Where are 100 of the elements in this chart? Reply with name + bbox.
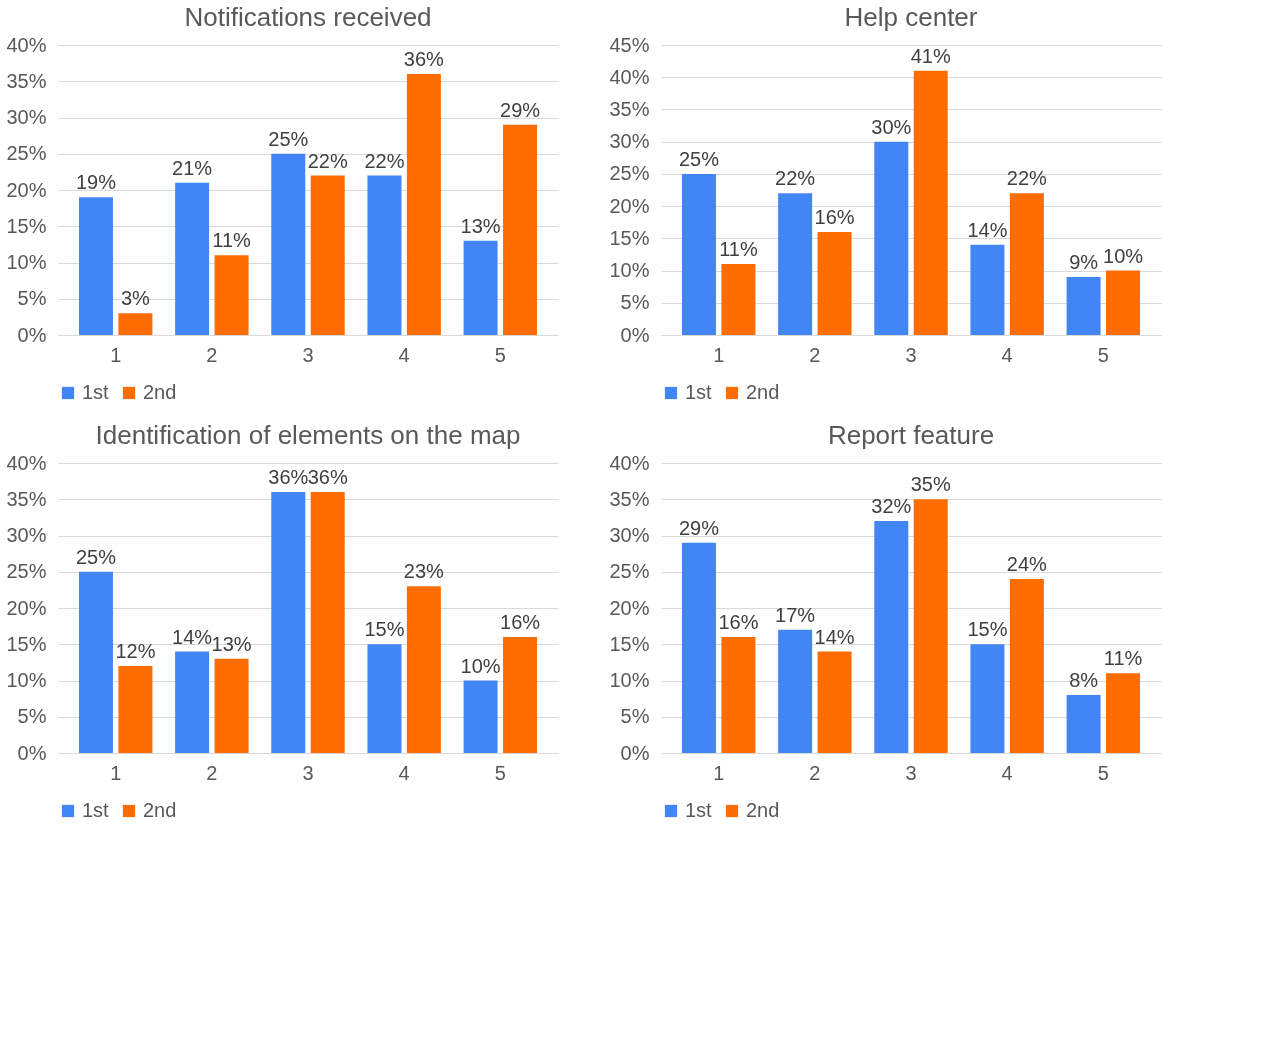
x-tick-label: 1 — [110, 761, 122, 784]
chart-title: Help center — [844, 2, 978, 32]
y-tick-label: 15% — [609, 226, 650, 249]
legend-label: 1st — [82, 381, 110, 403]
x-tick-label: 3 — [302, 343, 314, 366]
x-tick-label: 2 — [809, 761, 821, 784]
y-tick-label: 15% — [609, 632, 650, 655]
x-tick-label: 2 — [809, 343, 821, 366]
data-label: 36% — [403, 48, 445, 70]
bar — [721, 637, 756, 753]
y-tick-label: 0% — [620, 741, 650, 764]
bar — [310, 492, 345, 753]
y-tick-label: 45% — [609, 33, 650, 56]
bar — [1106, 270, 1141, 335]
bar — [367, 644, 402, 753]
y-tick-label: 5% — [620, 291, 650, 314]
y-tick-label: 5% — [620, 705, 650, 728]
bar — [310, 175, 345, 335]
y-tick-label: 40% — [609, 65, 650, 88]
data-label: 24% — [1006, 553, 1048, 575]
bar — [78, 571, 113, 753]
data-label: 22% — [307, 149, 348, 172]
data-label: 36% — [268, 466, 309, 488]
data-label: 10% — [460, 654, 501, 677]
x-tick-label: 5 — [494, 343, 506, 366]
y-tick-label: 10% — [6, 251, 47, 273]
data-label: 19% — [75, 171, 117, 194]
y-tick-label: 25% — [6, 142, 47, 165]
y-tick-label: 0% — [620, 323, 650, 346]
bar — [271, 492, 306, 753]
y-tick-label: 30% — [6, 106, 47, 128]
bar — [970, 244, 1005, 335]
y-tick-label: 20% — [609, 596, 650, 619]
data-label: 10% — [1103, 244, 1144, 267]
data-label: 25% — [268, 127, 309, 150]
y-tick-label: 15% — [6, 214, 47, 237]
y-tick-label: 35% — [6, 487, 47, 510]
y-tick-label: 10% — [609, 259, 650, 282]
bar — [721, 264, 756, 335]
y-tick-label: 35% — [6, 69, 47, 92]
y-tick-label: 20% — [6, 596, 47, 619]
data-label: 23% — [403, 560, 445, 583]
chart-title: Report feature — [827, 420, 995, 450]
y-tick-label: 30% — [609, 130, 650, 153]
data-label: 13% — [211, 632, 252, 655]
bar — [175, 651, 210, 753]
bar — [1009, 579, 1044, 753]
data-label: 29% — [678, 516, 720, 539]
bar — [463, 680, 498, 753]
bar — [175, 182, 210, 335]
x-tick-label: 1 — [713, 761, 725, 784]
legend-label: 1st — [82, 799, 110, 821]
data-label: 12% — [115, 640, 156, 662]
bar — [503, 637, 538, 753]
data-label: 13% — [460, 214, 501, 237]
data-label: 17% — [775, 603, 816, 626]
y-tick-label: 40% — [609, 451, 650, 474]
bar — [970, 644, 1005, 753]
data-label: 25% — [75, 545, 117, 568]
y-tick-label: 25% — [6, 560, 47, 583]
x-tick-label: 1 — [110, 343, 122, 366]
bar — [1106, 673, 1141, 753]
bar — [874, 141, 909, 335]
data-label: 11% — [719, 238, 758, 261]
data-label: 22% — [775, 167, 816, 190]
data-label: 15% — [364, 618, 405, 641]
data-label: 29% — [500, 98, 541, 121]
bar — [681, 173, 716, 335]
y-tick-label: 5% — [17, 705, 47, 728]
x-tick-label: 1 — [713, 343, 725, 366]
bar — [214, 255, 249, 335]
bar — [463, 240, 498, 335]
legend-label: 2nd — [143, 799, 177, 821]
y-tick-label: 30% — [6, 524, 47, 546]
bar — [778, 629, 813, 753]
x-tick-label: 5 — [1097, 761, 1109, 784]
data-label: 8% — [1069, 669, 1099, 691]
data-label: 11% — [212, 229, 252, 252]
bar — [503, 124, 538, 335]
data-label: 22% — [1006, 167, 1048, 190]
data-label: 14% — [172, 625, 213, 648]
bar — [367, 175, 402, 335]
y-tick-label: 40% — [6, 451, 47, 474]
data-label: 16% — [500, 611, 541, 633]
bar — [78, 197, 113, 335]
y-tick-label: 20% — [609, 194, 650, 217]
bar — [118, 666, 153, 753]
bar — [271, 153, 306, 335]
data-label: 14% — [967, 218, 1008, 241]
y-tick-label: 35% — [609, 97, 650, 120]
data-label: 21% — [172, 156, 213, 179]
bar — [817, 651, 852, 753]
y-tick-label: 0% — [17, 741, 47, 764]
bar — [817, 231, 852, 335]
data-label: 11% — [1103, 647, 1143, 670]
y-tick-label: 30% — [609, 524, 650, 546]
x-tick-label: 5 — [494, 761, 506, 784]
x-tick-label: 5 — [1097, 343, 1109, 366]
legend-label: 1st — [685, 381, 713, 403]
data-label: 35% — [910, 473, 951, 496]
